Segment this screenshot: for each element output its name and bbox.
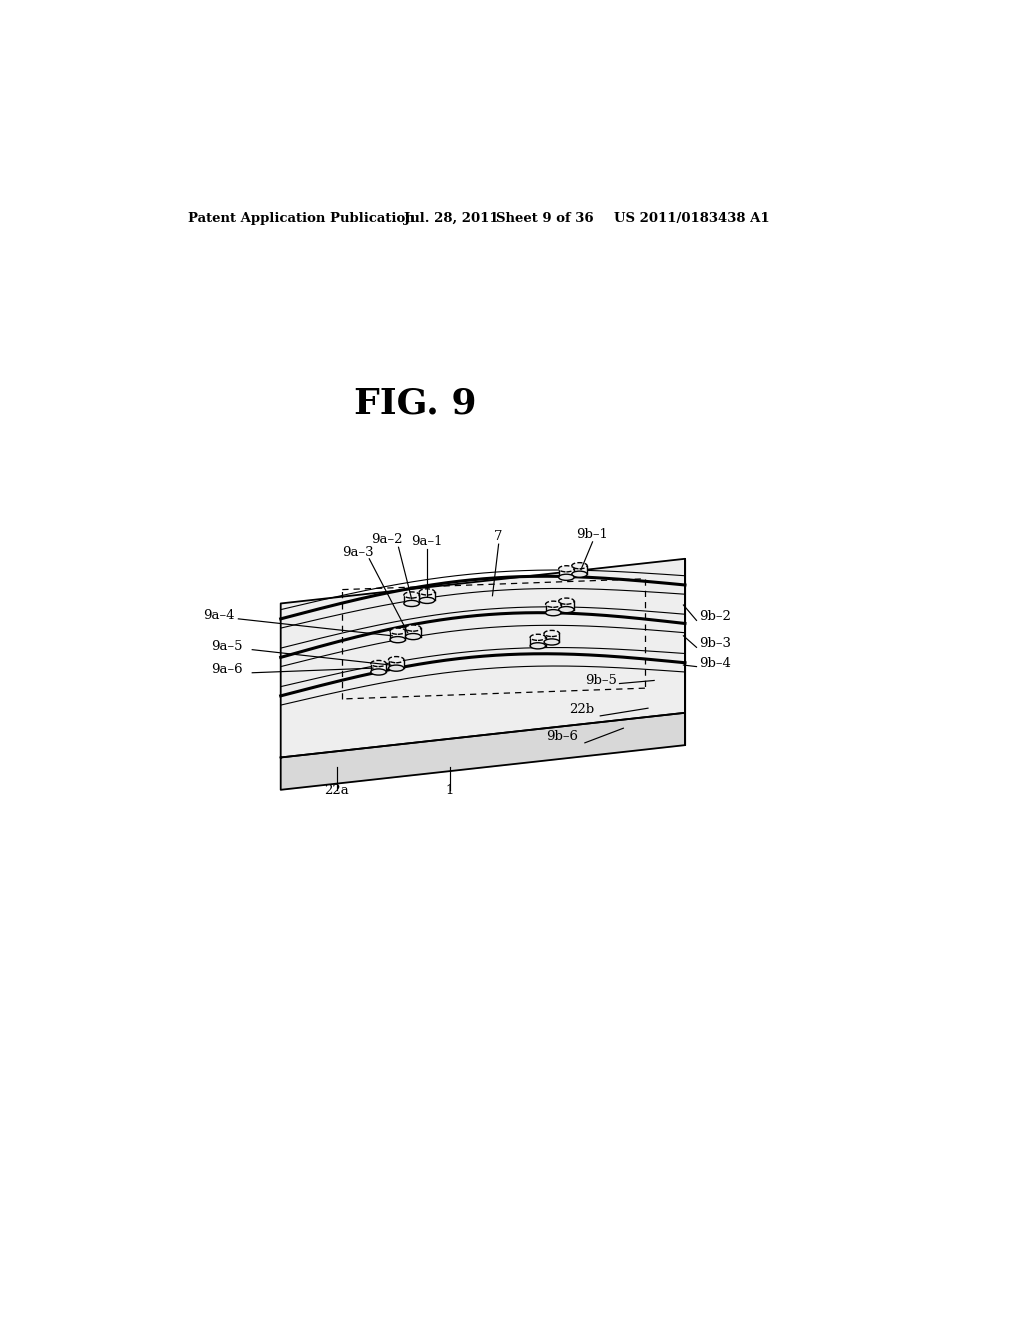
Polygon shape: [390, 631, 406, 640]
Polygon shape: [530, 638, 546, 645]
Ellipse shape: [403, 591, 419, 598]
Ellipse shape: [388, 665, 403, 672]
Ellipse shape: [546, 610, 561, 615]
Text: 7: 7: [495, 531, 503, 544]
Text: 22b: 22b: [569, 702, 595, 715]
Polygon shape: [388, 660, 403, 668]
Text: Sheet 9 of 36: Sheet 9 of 36: [497, 213, 594, 224]
Ellipse shape: [403, 601, 419, 607]
Polygon shape: [571, 566, 587, 574]
Polygon shape: [419, 591, 435, 601]
Ellipse shape: [559, 598, 574, 605]
Ellipse shape: [530, 635, 546, 640]
Ellipse shape: [559, 607, 574, 612]
Ellipse shape: [390, 628, 406, 635]
Text: 22a: 22a: [325, 784, 349, 797]
Text: 9a–3: 9a–3: [342, 545, 374, 558]
Ellipse shape: [544, 631, 559, 636]
Text: 9a–6: 9a–6: [211, 663, 243, 676]
Text: 9b–2: 9b–2: [698, 610, 731, 623]
Text: 9b–6: 9b–6: [546, 730, 578, 743]
Text: FIG. 9: FIG. 9: [354, 387, 477, 420]
Ellipse shape: [530, 643, 546, 649]
Text: 9a–5: 9a–5: [211, 640, 243, 652]
Text: 9b–5: 9b–5: [585, 673, 616, 686]
Polygon shape: [544, 634, 559, 642]
Ellipse shape: [406, 634, 421, 640]
Ellipse shape: [419, 597, 435, 603]
Ellipse shape: [559, 574, 574, 581]
Ellipse shape: [546, 601, 561, 607]
Text: US 2011/0183438 A1: US 2011/0183438 A1: [614, 213, 770, 224]
Text: Patent Application Publication: Patent Application Publication: [188, 213, 415, 224]
Text: 9b–1: 9b–1: [577, 528, 608, 541]
Ellipse shape: [559, 566, 574, 572]
Text: 9a–4: 9a–4: [204, 609, 234, 622]
Text: 9a–2: 9a–2: [372, 533, 402, 546]
Polygon shape: [406, 628, 421, 636]
Text: 1: 1: [445, 784, 455, 797]
Polygon shape: [281, 713, 685, 789]
Ellipse shape: [419, 589, 435, 595]
Ellipse shape: [571, 572, 587, 577]
Polygon shape: [281, 558, 685, 758]
Ellipse shape: [371, 669, 386, 675]
Text: 9b–4: 9b–4: [698, 656, 731, 669]
Polygon shape: [403, 595, 419, 603]
Text: 9a–1: 9a–1: [412, 535, 442, 548]
Ellipse shape: [544, 639, 559, 645]
Polygon shape: [559, 569, 574, 577]
Polygon shape: [371, 664, 386, 672]
Text: Jul. 28, 2011: Jul. 28, 2011: [403, 213, 499, 224]
Ellipse shape: [406, 626, 421, 631]
Polygon shape: [559, 601, 574, 610]
Ellipse shape: [571, 562, 587, 569]
Polygon shape: [546, 605, 561, 612]
Ellipse shape: [371, 660, 386, 667]
Ellipse shape: [390, 636, 406, 643]
Text: 9b–3: 9b–3: [698, 638, 731, 651]
Ellipse shape: [388, 656, 403, 663]
